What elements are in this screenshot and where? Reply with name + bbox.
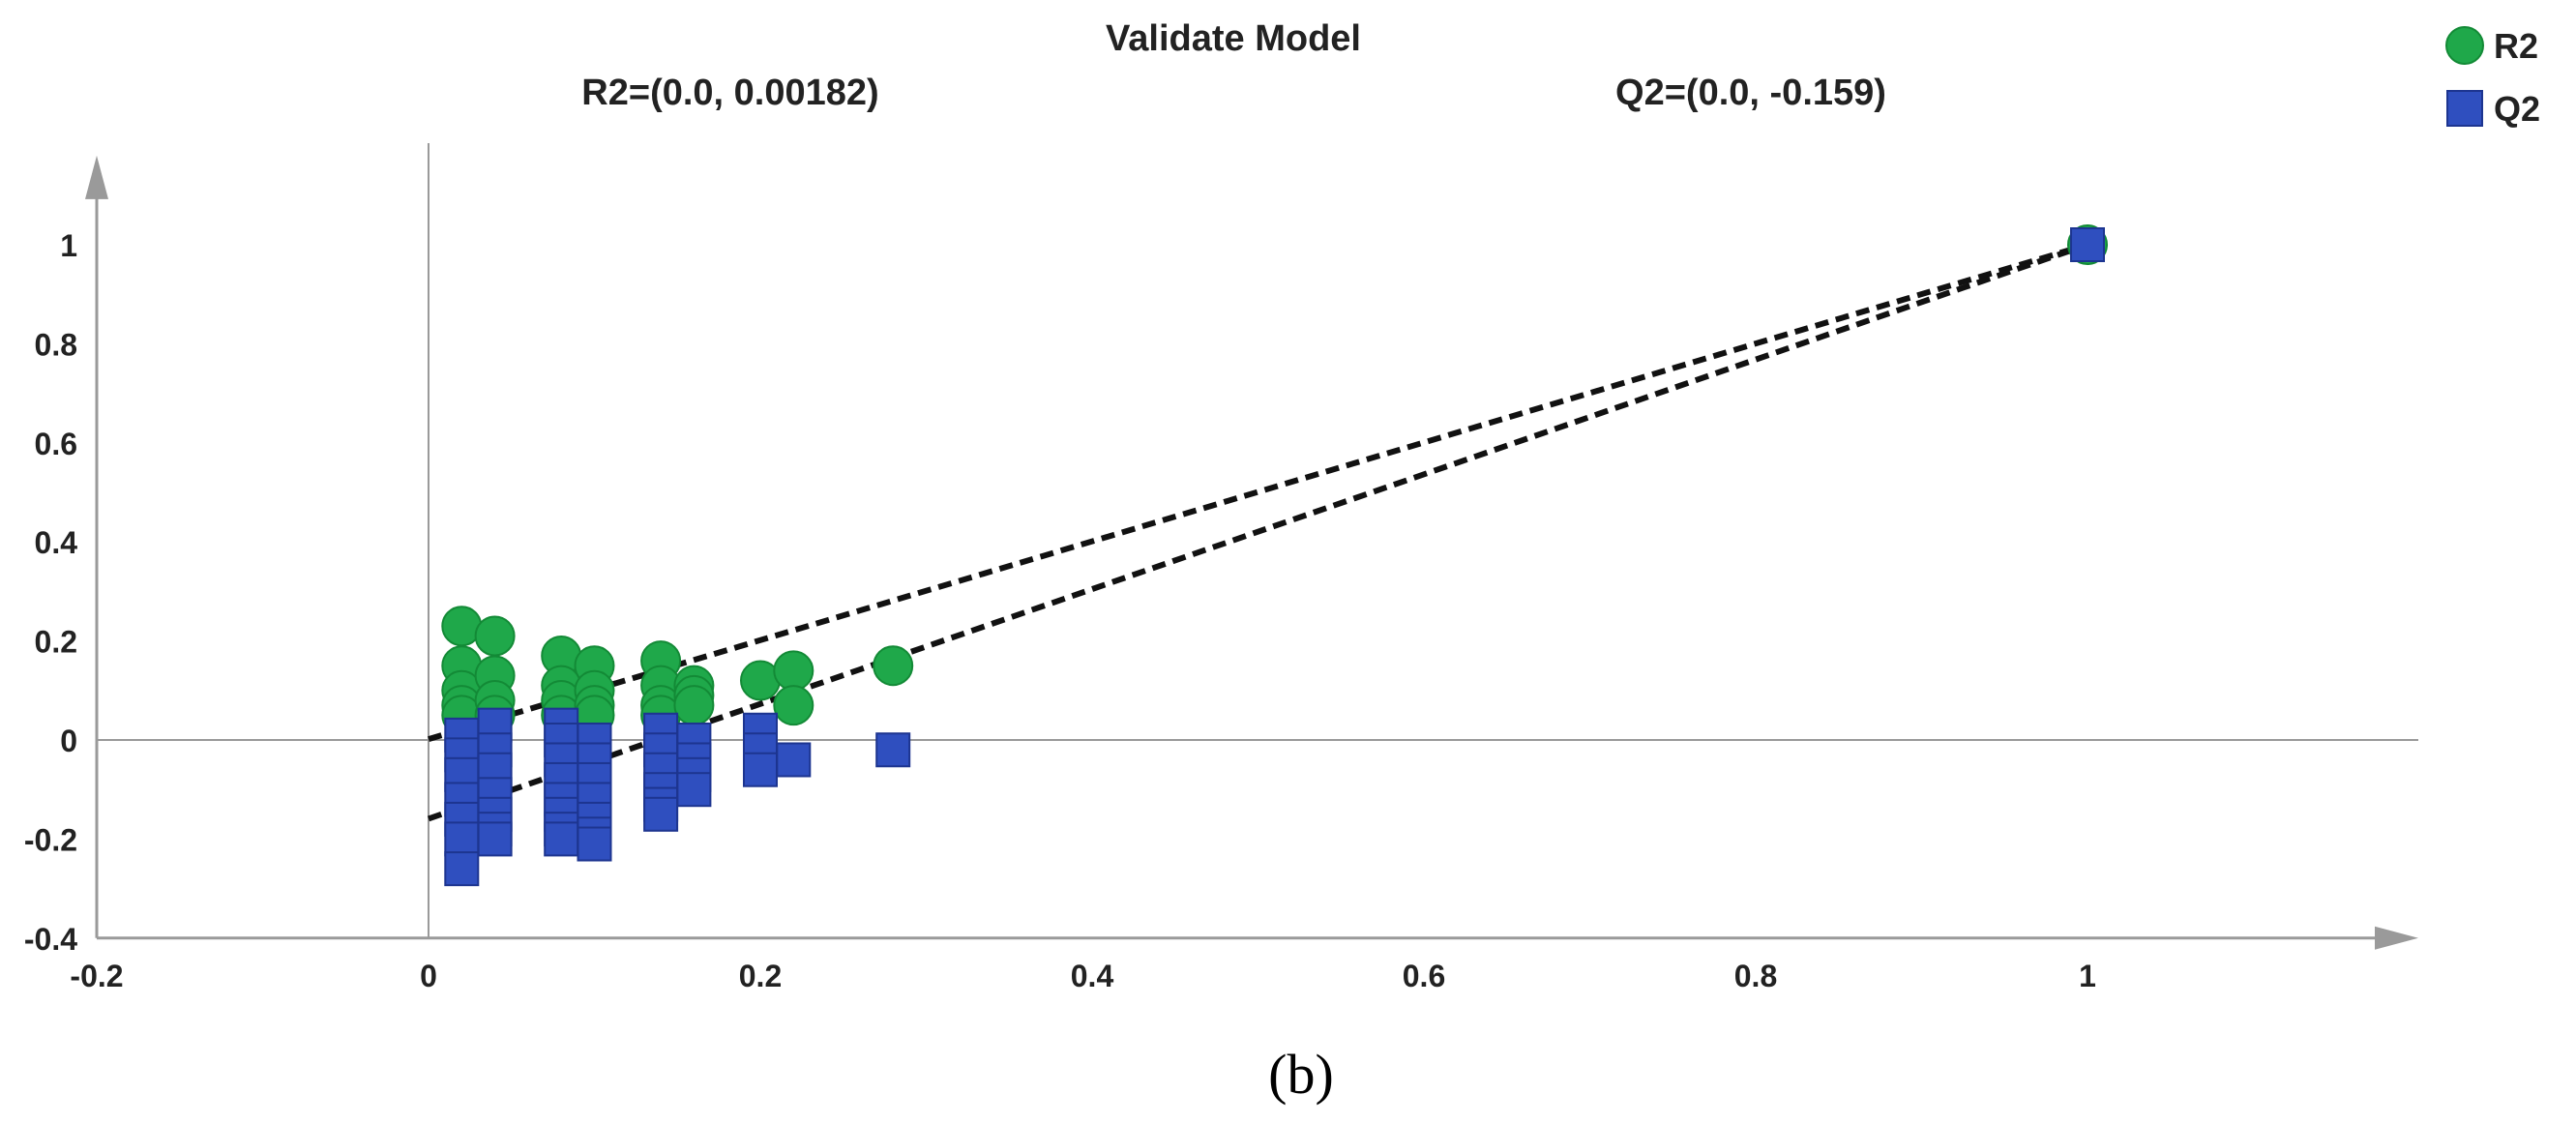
y-tick-label: 0.8: [35, 327, 77, 362]
x-tick-label: 0.2: [739, 959, 782, 993]
q2-point: [743, 752, 778, 787]
r2-point: [673, 685, 715, 726]
y-tick-label: -0.2: [24, 822, 77, 857]
y-axis-arrow: [85, 155, 108, 199]
y-tick-label: 0.6: [35, 427, 77, 461]
x-tick-label: 0: [420, 959, 437, 993]
y-tick-label: 0: [60, 724, 77, 758]
q2-point: [643, 796, 679, 832]
panel-label: (b): [1268, 1043, 1334, 1106]
q2-point: [444, 821, 480, 857]
legend-q2-marker: [2446, 90, 2483, 127]
r2-point: [773, 650, 814, 692]
axes: -0.2 0 0.2 0.4 0.6 0.8 110.80.60.40.20-0.2-0.4: [24, 143, 2418, 993]
q2-subtitle: Q2=(0.0, -0.159): [1615, 73, 1886, 113]
x-tick-label: 1: [2079, 959, 2096, 993]
q2-point: [676, 772, 712, 808]
regression-line: [428, 242, 2088, 742]
x-axis-arrow: [2375, 926, 2418, 950]
r2-point: [873, 645, 914, 687]
q2-point: [875, 732, 911, 768]
r2-point: [773, 685, 814, 726]
q2-point: [444, 851, 480, 887]
x-tick-label: 0.6: [1403, 959, 1445, 993]
data-points: [441, 224, 2108, 887]
legend-q2-label: Q2: [2494, 89, 2540, 129]
q2-point: [776, 742, 812, 778]
chart-title: Validate Model: [1106, 18, 1361, 59]
regression-line: [428, 242, 2088, 822]
legend-r2-label: R2: [2494, 26, 2538, 66]
q2-point: [577, 826, 612, 862]
x-tick-label: 0.4: [1071, 959, 1114, 993]
legend-r2-marker: [2445, 26, 2484, 65]
r2-point: [474, 615, 516, 657]
x-tick-label: 0.8: [1734, 959, 1777, 993]
y-tick-label: -0.4: [24, 922, 77, 957]
y-tick-label: 1: [60, 228, 77, 263]
legend: R2 Q2: [2445, 26, 2540, 129]
q2-point: [477, 821, 513, 857]
regression-lines: [428, 242, 2088, 822]
y-tick-label: 0.4: [35, 525, 78, 560]
x-tick-label: -0.2: [70, 959, 123, 993]
y-tick-label: 0.2: [35, 625, 77, 660]
r2-subtitle: R2=(0.0, 0.00182): [581, 73, 878, 113]
q2-point: [544, 821, 579, 857]
q2-point: [2070, 227, 2105, 262]
